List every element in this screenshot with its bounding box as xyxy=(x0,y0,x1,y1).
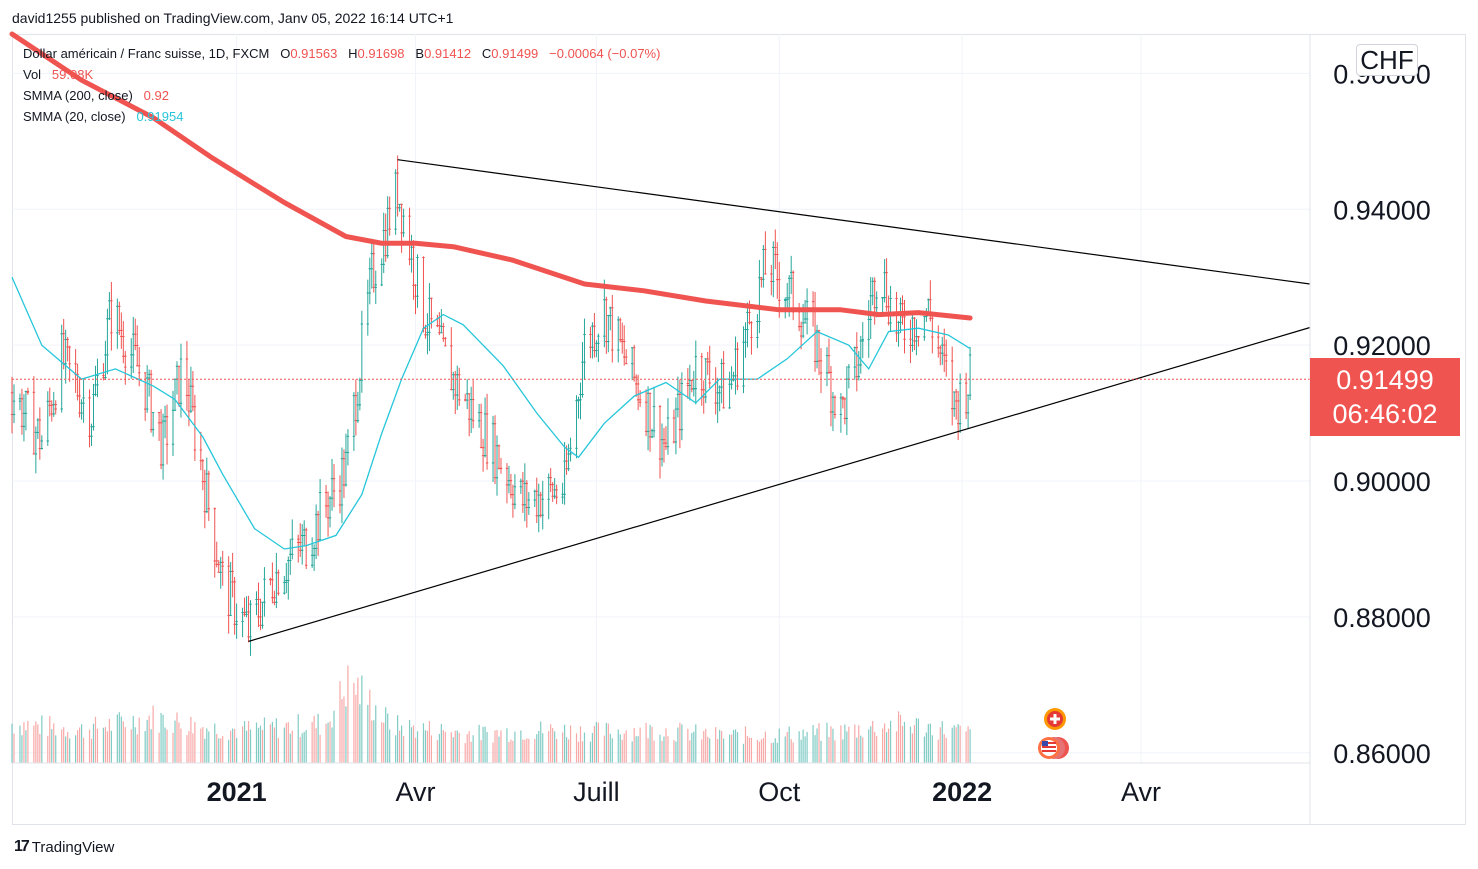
price-tick-label: 0.90000 xyxy=(1333,467,1431,497)
smma-20-line xyxy=(11,276,971,550)
legend-low-label: B xyxy=(415,46,425,61)
trendline-upper xyxy=(397,159,1311,285)
time-tick-label: 2022 xyxy=(932,777,992,807)
legend-close: 0.91499 xyxy=(491,46,539,61)
legend-high: 0.91698 xyxy=(357,46,405,61)
candles xyxy=(10,155,972,656)
time-tick-label: Avr xyxy=(396,777,436,807)
legend-smma20-value: 0.91954 xyxy=(136,109,184,124)
brand-name: TradingView xyxy=(31,838,115,856)
time-tick-label: Oct xyxy=(758,777,801,807)
smma-200-line xyxy=(9,31,973,321)
currency-badge[interactable]: CHF xyxy=(1356,44,1418,76)
legend-close-label: C xyxy=(481,46,492,61)
time-axis: 2021 Avr Juill Oct 2022 Avr xyxy=(207,777,1161,807)
legend-open-label: O xyxy=(280,46,291,61)
legend-smma200: SMMA (200, close) 0.92 xyxy=(23,86,169,106)
legend-smma20-label: SMMA (20, close) xyxy=(23,109,126,124)
grid xyxy=(12,34,1310,763)
price-tick-label: 0.88000 xyxy=(1333,603,1431,633)
us-event-icon[interactable] xyxy=(1038,737,1069,759)
footer: 17 TradingView xyxy=(14,838,114,856)
switzerland-event-icon[interactable] xyxy=(1044,708,1066,730)
last-price-tag: 0.91499 06:46:02 xyxy=(1310,358,1460,436)
legend-smma200-value: 0.92 xyxy=(143,88,169,103)
price-tick-label: 0.94000 xyxy=(1333,195,1431,225)
tv-logo-icon: 17 xyxy=(14,838,30,855)
legend-smma20: SMMA (20, close) 0.91954 xyxy=(23,107,183,127)
volume-bars xyxy=(11,665,971,763)
price-tick-label: 0.86000 xyxy=(1333,739,1431,769)
bar-countdown: 06:46:02 xyxy=(1332,399,1438,429)
time-tick-label: Avr xyxy=(1121,777,1161,807)
legend-vol-label: Vol xyxy=(23,67,42,82)
legend-vol-value: 59.08K xyxy=(51,67,94,82)
time-tick-label: 2021 xyxy=(207,777,267,807)
trendlines xyxy=(248,159,1311,642)
legend-high-label: H xyxy=(348,46,358,61)
legend-symbol: Dollar américain / Franc suisse, 1D, FXC… xyxy=(23,46,270,61)
legend-ohlc: Dollar américain / Franc suisse, 1D, FXC… xyxy=(23,44,660,64)
legend-open: 0.91563 xyxy=(290,46,338,61)
legend-volume: Vol 59.08K xyxy=(23,65,93,85)
price-axis: 0.860000.880000.900000.920000.940000.960… xyxy=(1333,59,1431,768)
legend-change: −0.00064 (−0.07%) xyxy=(549,46,661,61)
trendline-lower xyxy=(248,326,1311,642)
publish-info: david1255 published on TradingView.com, … xyxy=(12,10,454,26)
time-tick-label: Juill xyxy=(573,777,620,807)
price-tick-label: 0.92000 xyxy=(1333,331,1431,361)
legend-low: 0.91412 xyxy=(424,46,472,61)
last-price-value: 0.91499 xyxy=(1336,365,1434,395)
legend-smma200-label: SMMA (200, close) xyxy=(23,88,133,103)
